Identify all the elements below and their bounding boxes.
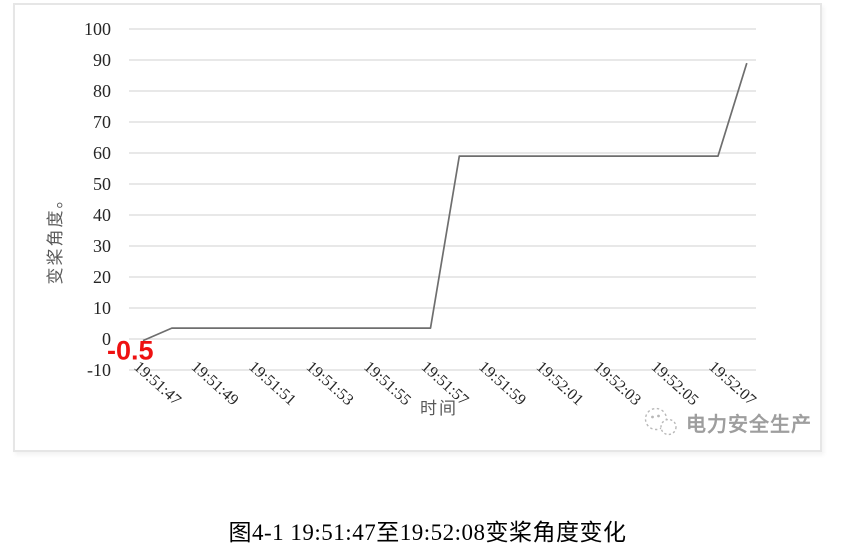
y-tick-label: 90 (93, 50, 111, 70)
x-tick-label: 19:52:03 (590, 358, 644, 409)
x-axis-title: 时间 (420, 399, 458, 418)
chart-panel: 100 90 80 70 60 50 40 30 20 10 0 -10 19:51:47 19:51:4… (13, 3, 822, 452)
x-tick-label: 19:51:51 (245, 358, 299, 409)
watermark-text: 电力安全生产 (686, 413, 812, 436)
x-tick-label: 19:52:01 (533, 358, 587, 409)
x-tick-label: 19:52:05 (648, 358, 702, 409)
y-tick-label: 20 (93, 267, 111, 287)
y-tick-label: -10 (87, 360, 111, 380)
watermark: 电力安全生产 (643, 406, 812, 438)
y-tick-label: 60 (93, 143, 111, 163)
y-tick-label: 70 (93, 112, 111, 132)
y-tick-label: 50 (93, 174, 111, 194)
x-tick-label: 19:51:49 (188, 358, 242, 409)
figure-caption: 图4-1 19:51:47至19:52:08变桨角度变化 (228, 520, 627, 545)
pitch-angle-series-line (142, 62, 748, 342)
x-tick-label: 19:51:59 (475, 358, 529, 409)
x-tick-label: 19:51:55 (360, 358, 414, 409)
y-tick-label: 40 (93, 205, 111, 225)
y-tick-label: 100 (84, 19, 111, 39)
x-tick-label: 19:51:47 (130, 358, 184, 409)
start-value-annotation: -0.5 (107, 336, 154, 366)
y-axis-title: 变桨角度。 (46, 190, 65, 285)
wechat-bubbles-icon (644, 407, 677, 436)
y-tick-label: 30 (93, 236, 111, 256)
x-tick-label: 19:52:07 (705, 358, 759, 409)
y-tick-label: 0 (102, 329, 111, 349)
x-tick-label: 19:51:53 (303, 358, 357, 409)
y-tick-label: 80 (93, 81, 111, 101)
y-tick-label: 10 (93, 298, 111, 318)
